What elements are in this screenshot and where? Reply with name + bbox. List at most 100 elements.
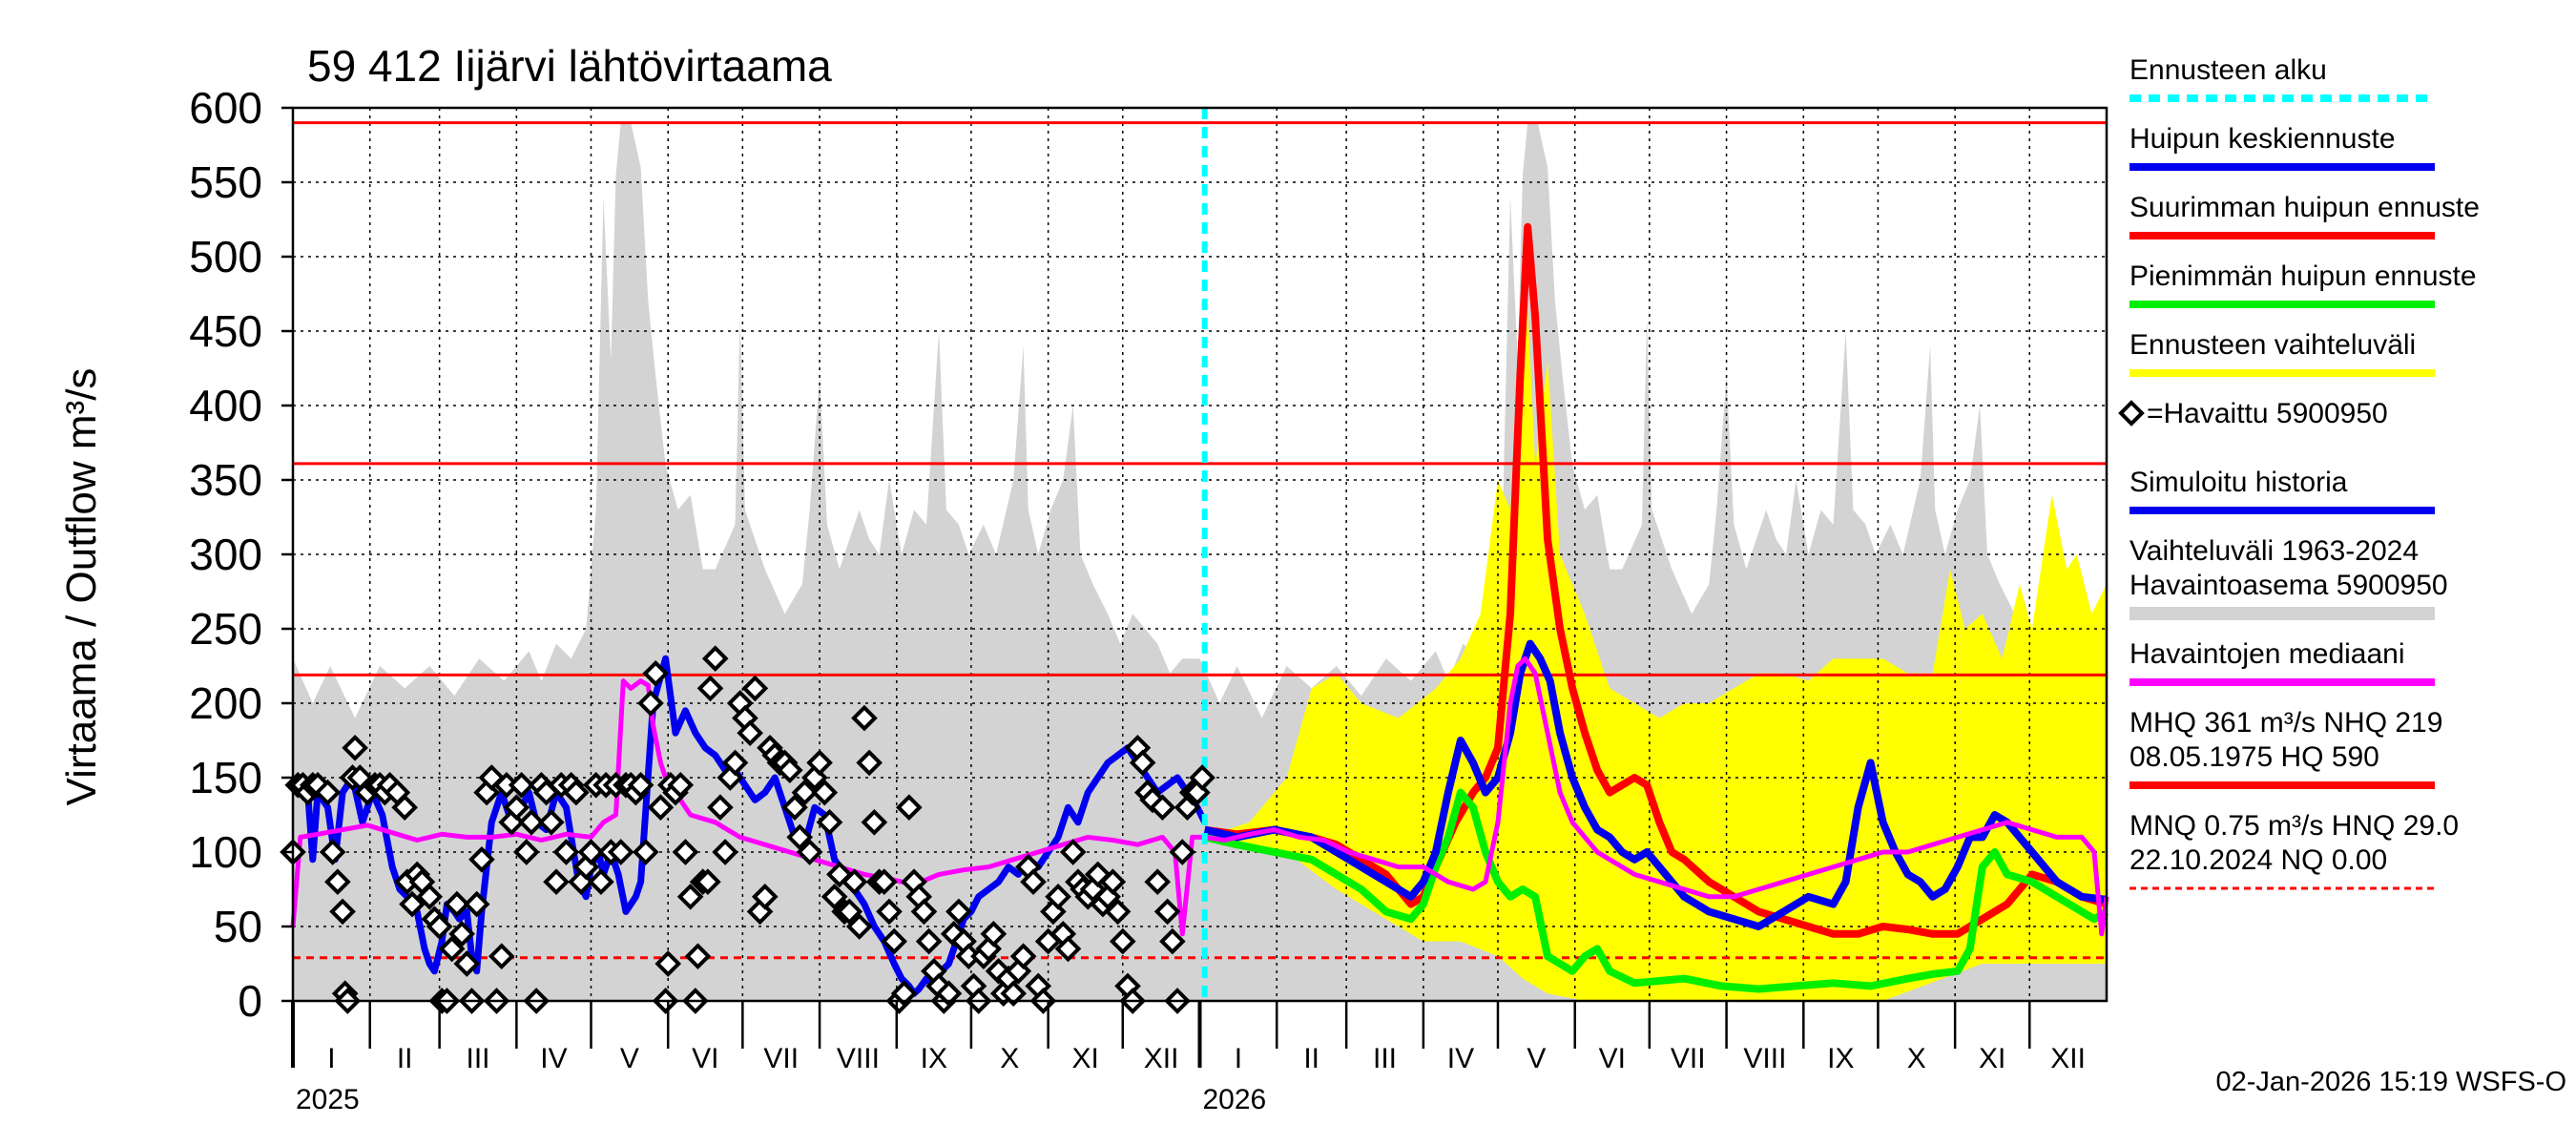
observed-point <box>876 898 903 926</box>
observed-point <box>870 868 898 896</box>
observed-point <box>701 645 729 673</box>
legend-label: MHQ 361 m³/s NHQ 219 <box>2129 707 2442 739</box>
x-month-label: VII <box>1671 1043 1706 1074</box>
observed-point <box>342 734 368 761</box>
y-tick-label: 500 <box>189 232 262 281</box>
observed-point <box>632 839 659 865</box>
legend: Ennusteen alku Huipun keskiennuste Suurimm… <box>2118 54 2480 890</box>
observed-point <box>508 771 535 799</box>
x-month-label: XII <box>2050 1043 2086 1074</box>
observed-point <box>314 779 342 806</box>
x-month-label: XI <box>1072 1043 1099 1074</box>
observed-point <box>667 771 695 799</box>
observed-point <box>1109 927 1136 955</box>
observed-point <box>816 808 843 836</box>
x-month-label: IX <box>1827 1043 1854 1074</box>
observed-point <box>845 913 873 940</box>
y-tick-label: 200 <box>189 678 262 728</box>
observed-point <box>503 794 530 822</box>
y-axis-label: Virtaama / Outflow m³/s <box>58 368 105 806</box>
observed-point <box>319 839 346 865</box>
series-line-havaintojen-mediaani <box>290 656 2109 937</box>
x-month-label: VIII <box>837 1043 880 1074</box>
x-month-label: IV <box>1447 1043 1474 1074</box>
x-month-label: XI <box>1979 1043 2005 1074</box>
observed-point <box>695 868 721 896</box>
observed-point <box>399 890 426 918</box>
observed-point <box>463 890 490 918</box>
observed-point <box>637 690 664 717</box>
observed-point <box>980 920 1008 947</box>
observed-point <box>945 898 972 926</box>
legend-label: =Havaittu 5900950 <box>2147 398 2388 429</box>
observed-point <box>811 779 839 806</box>
observed-point <box>1054 935 1082 963</box>
observed-point <box>577 839 605 865</box>
y-tick-label: 0 <box>238 976 262 1026</box>
observed-point <box>543 868 570 896</box>
observed-point <box>444 890 470 918</box>
x-month-label: III <box>466 1043 489 1074</box>
observed-point <box>642 659 670 687</box>
observed-point <box>416 883 444 910</box>
observed-point <box>518 808 545 836</box>
observed-point <box>915 927 943 955</box>
observed-point <box>684 943 712 970</box>
x-month-label: II <box>1303 1043 1319 1074</box>
y-tick-label: 300 <box>189 530 262 579</box>
observed-point <box>512 839 540 865</box>
x-month-label: V <box>1527 1043 1546 1074</box>
legend-label: Simuloitu historia <box>2129 467 2348 498</box>
observed-point <box>806 749 833 777</box>
x-month-label: I <box>327 1043 335 1074</box>
chart-title: 59 412 Iijärvi lähtövirtaama <box>307 41 832 91</box>
observed-point <box>1020 868 1047 896</box>
x-month-label: VII <box>763 1043 799 1074</box>
legend-label: Huipun keskiennuste <box>2129 123 2396 155</box>
legend-label: MNQ 0.75 m³/s HNQ 29.0 <box>2129 810 2459 842</box>
y-tick-label: 600 <box>189 83 262 133</box>
observed-point <box>1159 927 1186 955</box>
observed-point <box>1099 868 1127 896</box>
observed-point <box>786 823 814 851</box>
y-tick-label: 150 <box>189 753 262 802</box>
legend-label: Suurimman huipun ennuste <box>2129 192 2480 223</box>
observed-point <box>448 920 475 947</box>
observed-point <box>776 757 803 784</box>
observed-point <box>1153 898 1181 926</box>
x-year-label: 2025 <box>296 1084 360 1115</box>
footer-timestamp: 02-Jan-2026 15:19 WSFS-O <box>2215 1067 2566 1097</box>
observed-point <box>791 779 819 806</box>
x-month-label: I <box>1235 1043 1242 1074</box>
observed-point <box>1144 868 1172 896</box>
observed-point <box>563 779 590 806</box>
x-month-label: V <box>620 1043 639 1074</box>
observed-point <box>654 950 682 977</box>
y-tick-label: 100 <box>189 827 262 877</box>
y-tick-label: 350 <box>189 455 262 505</box>
observed-point <box>935 980 963 1008</box>
observed-point <box>890 980 918 1008</box>
observed-point <box>796 839 823 865</box>
series-line-suurimman-huipun-ennuste <box>1204 222 2109 938</box>
observed-point <box>607 839 634 865</box>
observed-point <box>910 898 938 926</box>
observed-point <box>737 719 763 747</box>
observed-point <box>391 794 419 822</box>
legend-label: 08.05.1975 HQ 590 <box>2129 741 2379 773</box>
legend-label: 22.10.2024 NQ 0.00 <box>2129 844 2387 876</box>
observed-point <box>647 794 675 822</box>
x-month-label: X <box>1907 1043 1926 1074</box>
observed-point <box>1009 943 1037 970</box>
x-month-label: XII <box>1144 1043 1179 1074</box>
observed-point <box>676 883 704 910</box>
x-month-label: III <box>1373 1043 1397 1074</box>
legend-label: Havaintoasema 5900950 <box>2129 570 2448 601</box>
observed-point <box>741 675 769 702</box>
legend-marker <box>2118 400 2145 427</box>
observed-point <box>836 898 863 926</box>
observed-point <box>841 868 868 896</box>
observed-point <box>1169 839 1196 865</box>
x-month-label: IX <box>921 1043 947 1074</box>
y-tick-label: 250 <box>189 604 262 654</box>
